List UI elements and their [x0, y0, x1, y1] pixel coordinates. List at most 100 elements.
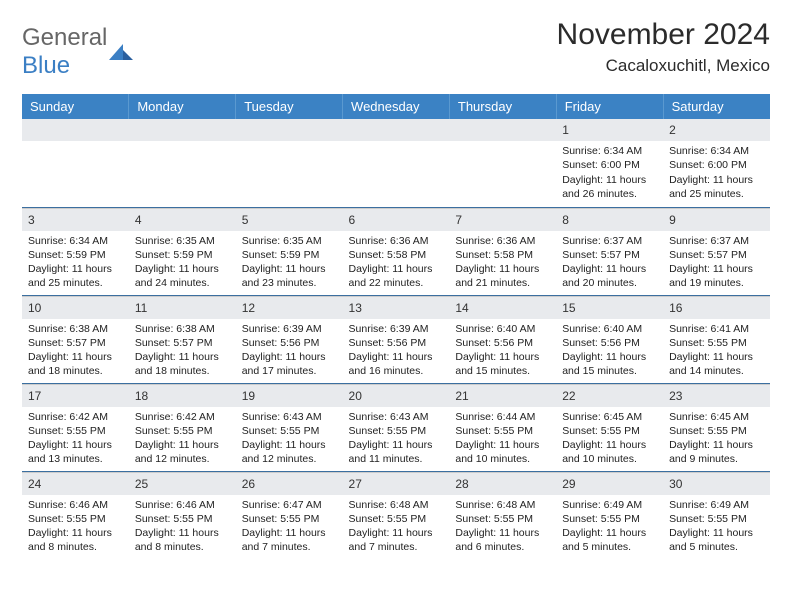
calendar-table: SundayMondayTuesdayWednesdayThursdayFrid… [22, 94, 770, 559]
calendar-cell [129, 119, 236, 207]
calendar-row: 3Sunrise: 6:34 AMSunset: 5:59 PMDaylight… [22, 207, 770, 295]
day-number: 17 [22, 384, 129, 407]
day-number: 25 [129, 472, 236, 495]
logo-text: General Blue [22, 24, 107, 80]
day-number: 27 [343, 472, 450, 495]
calendar-row: 17Sunrise: 6:42 AMSunset: 5:55 PMDayligh… [22, 383, 770, 471]
month-title: November 2024 [557, 18, 770, 52]
logo-part1: General [22, 24, 107, 51]
day-data: Sunrise: 6:43 AMSunset: 5:55 PMDaylight:… [343, 407, 450, 470]
calendar-cell: 30Sunrise: 6:49 AMSunset: 5:55 PMDayligh… [663, 471, 770, 559]
day-number: 24 [22, 472, 129, 495]
calendar-cell: 27Sunrise: 6:48 AMSunset: 5:55 PMDayligh… [343, 471, 450, 559]
weekday-header: Wednesday [343, 94, 450, 119]
weekday-header: Friday [556, 94, 663, 119]
calendar-cell: 12Sunrise: 6:39 AMSunset: 5:56 PMDayligh… [236, 295, 343, 383]
calendar-cell: 18Sunrise: 6:42 AMSunset: 5:55 PMDayligh… [129, 383, 236, 471]
day-number: 6 [343, 208, 450, 231]
day-number: 12 [236, 296, 343, 319]
calendar-cell: 4Sunrise: 6:35 AMSunset: 5:59 PMDaylight… [129, 207, 236, 295]
day-number: 13 [343, 296, 450, 319]
calendar-cell: 16Sunrise: 6:41 AMSunset: 5:55 PMDayligh… [663, 295, 770, 383]
day-data: Sunrise: 6:46 AMSunset: 5:55 PMDaylight:… [129, 495, 236, 558]
calendar-cell: 26Sunrise: 6:47 AMSunset: 5:55 PMDayligh… [236, 471, 343, 559]
day-data: Sunrise: 6:34 AMSunset: 5:59 PMDaylight:… [22, 231, 129, 294]
logo-part2: Blue [22, 52, 70, 79]
calendar-row: 10Sunrise: 6:38 AMSunset: 5:57 PMDayligh… [22, 295, 770, 383]
calendar-cell: 14Sunrise: 6:40 AMSunset: 5:56 PMDayligh… [449, 295, 556, 383]
calendar-cell: 29Sunrise: 6:49 AMSunset: 5:55 PMDayligh… [556, 471, 663, 559]
day-number: 23 [663, 384, 770, 407]
calendar-cell: 21Sunrise: 6:44 AMSunset: 5:55 PMDayligh… [449, 383, 556, 471]
location: Cacaloxuchitl, Mexico [557, 56, 770, 76]
title-block: November 2024 Cacaloxuchitl, Mexico [557, 18, 770, 76]
weekday-header: Sunday [22, 94, 129, 119]
day-number: 20 [343, 384, 450, 407]
logo: General Blue [22, 24, 135, 80]
day-data: Sunrise: 6:38 AMSunset: 5:57 PMDaylight:… [129, 319, 236, 382]
day-number: 21 [449, 384, 556, 407]
day-data: Sunrise: 6:48 AMSunset: 5:55 PMDaylight:… [449, 495, 556, 558]
calendar-row: 1Sunrise: 6:34 AMSunset: 6:00 PMDaylight… [22, 119, 770, 207]
day-data: Sunrise: 6:40 AMSunset: 5:56 PMDaylight:… [449, 319, 556, 382]
calendar-body: 1Sunrise: 6:34 AMSunset: 6:00 PMDaylight… [22, 119, 770, 559]
calendar-cell: 3Sunrise: 6:34 AMSunset: 5:59 PMDaylight… [22, 207, 129, 295]
day-number: 19 [236, 384, 343, 407]
calendar-cell: 25Sunrise: 6:46 AMSunset: 5:55 PMDayligh… [129, 471, 236, 559]
day-data: Sunrise: 6:42 AMSunset: 5:55 PMDaylight:… [22, 407, 129, 470]
weekday-row: SundayMondayTuesdayWednesdayThursdayFrid… [22, 94, 770, 119]
weekday-header: Saturday [663, 94, 770, 119]
day-number: 9 [663, 208, 770, 231]
day-data: Sunrise: 6:37 AMSunset: 5:57 PMDaylight:… [663, 231, 770, 294]
day-data: Sunrise: 6:45 AMSunset: 5:55 PMDaylight:… [663, 407, 770, 470]
day-data: Sunrise: 6:35 AMSunset: 5:59 PMDaylight:… [236, 231, 343, 294]
logo-icon [109, 42, 135, 62]
day-data: Sunrise: 6:34 AMSunset: 6:00 PMDaylight:… [663, 141, 770, 204]
day-data: Sunrise: 6:44 AMSunset: 5:55 PMDaylight:… [449, 407, 556, 470]
calendar-cell: 28Sunrise: 6:48 AMSunset: 5:55 PMDayligh… [449, 471, 556, 559]
day-number: 3 [22, 208, 129, 231]
day-data: Sunrise: 6:48 AMSunset: 5:55 PMDaylight:… [343, 495, 450, 558]
day-data: Sunrise: 6:46 AMSunset: 5:55 PMDaylight:… [22, 495, 129, 558]
day-number: 1 [556, 119, 663, 141]
day-number: 29 [556, 472, 663, 495]
day-data: Sunrise: 6:39 AMSunset: 5:56 PMDaylight:… [343, 319, 450, 382]
day-data: Sunrise: 6:47 AMSunset: 5:55 PMDaylight:… [236, 495, 343, 558]
calendar-cell: 11Sunrise: 6:38 AMSunset: 5:57 PMDayligh… [129, 295, 236, 383]
day-data: Sunrise: 6:38 AMSunset: 5:57 PMDaylight:… [22, 319, 129, 382]
day-number: 10 [22, 296, 129, 319]
day-data: Sunrise: 6:43 AMSunset: 5:55 PMDaylight:… [236, 407, 343, 470]
calendar-cell: 9Sunrise: 6:37 AMSunset: 5:57 PMDaylight… [663, 207, 770, 295]
day-number: 8 [556, 208, 663, 231]
day-data: Sunrise: 6:37 AMSunset: 5:57 PMDaylight:… [556, 231, 663, 294]
day-number: 22 [556, 384, 663, 407]
day-data: Sunrise: 6:36 AMSunset: 5:58 PMDaylight:… [449, 231, 556, 294]
day-number: 5 [236, 208, 343, 231]
day-data: Sunrise: 6:49 AMSunset: 5:55 PMDaylight:… [663, 495, 770, 558]
day-data: Sunrise: 6:35 AMSunset: 5:59 PMDaylight:… [129, 231, 236, 294]
calendar-cell: 2Sunrise: 6:34 AMSunset: 6:00 PMDaylight… [663, 119, 770, 207]
day-number: 4 [129, 208, 236, 231]
calendar-cell: 8Sunrise: 6:37 AMSunset: 5:57 PMDaylight… [556, 207, 663, 295]
calendar-cell [22, 119, 129, 207]
calendar-cell: 6Sunrise: 6:36 AMSunset: 5:58 PMDaylight… [343, 207, 450, 295]
day-number: 11 [129, 296, 236, 319]
calendar-cell [236, 119, 343, 207]
day-data: Sunrise: 6:40 AMSunset: 5:56 PMDaylight:… [556, 319, 663, 382]
day-number: 15 [556, 296, 663, 319]
day-number: 14 [449, 296, 556, 319]
header: General Blue November 2024 Cacaloxuchitl… [22, 18, 770, 80]
day-data: Sunrise: 6:36 AMSunset: 5:58 PMDaylight:… [343, 231, 450, 294]
weekday-header: Tuesday [236, 94, 343, 119]
calendar-cell: 1Sunrise: 6:34 AMSunset: 6:00 PMDaylight… [556, 119, 663, 207]
weekday-header: Monday [129, 94, 236, 119]
day-number: 26 [236, 472, 343, 495]
day-number: 28 [449, 472, 556, 495]
calendar-cell: 20Sunrise: 6:43 AMSunset: 5:55 PMDayligh… [343, 383, 450, 471]
calendar-cell: 24Sunrise: 6:46 AMSunset: 5:55 PMDayligh… [22, 471, 129, 559]
calendar-cell: 10Sunrise: 6:38 AMSunset: 5:57 PMDayligh… [22, 295, 129, 383]
calendar-cell: 5Sunrise: 6:35 AMSunset: 5:59 PMDaylight… [236, 207, 343, 295]
day-number: 18 [129, 384, 236, 407]
calendar-cell: 22Sunrise: 6:45 AMSunset: 5:55 PMDayligh… [556, 383, 663, 471]
calendar-cell: 17Sunrise: 6:42 AMSunset: 5:55 PMDayligh… [22, 383, 129, 471]
